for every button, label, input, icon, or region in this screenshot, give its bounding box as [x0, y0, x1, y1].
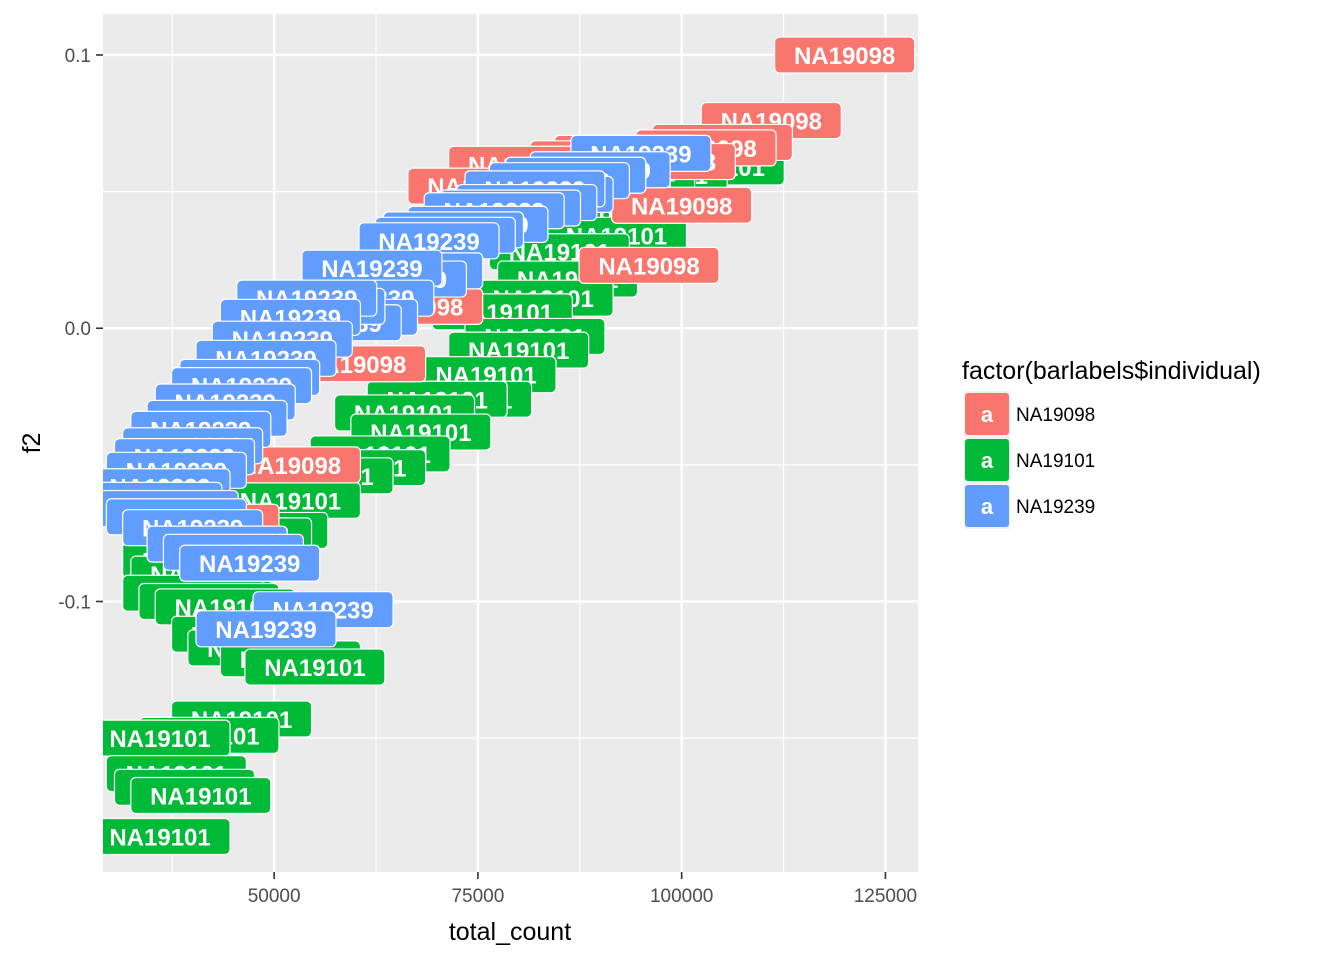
- data-label-na19101: NA19101: [130, 776, 272, 815]
- legend-title: factor(barlabels$individual): [962, 357, 1261, 385]
- data-label-na19101: NA19101: [103, 817, 231, 856]
- data-label-na19098: NA19098: [774, 36, 916, 74]
- y-tick-label: -0.1: [58, 592, 91, 613]
- data-label-text: NA19101: [150, 783, 251, 810]
- legend-item-na19239: a NA19239: [964, 483, 1095, 529]
- data-labels-layer: NA19101NA19101NA19101NA19101NA19101NA191…: [103, 36, 916, 856]
- y-axis: -0.1 0.0 0.1: [58, 46, 103, 613]
- data-label-box: [103, 817, 231, 856]
- legend-entry-label: NA19098: [1016, 405, 1095, 426]
- data-label-na19101: NA19101: [103, 719, 231, 757]
- legend-item-na19098: a NA19098: [964, 391, 1095, 437]
- data-label-na19101: NA19101: [244, 648, 386, 686]
- legend-entry-label: NA19101: [1016, 451, 1095, 472]
- data-label-na19098: NA19098: [611, 186, 753, 224]
- legend-key-glyph: a: [981, 494, 994, 519]
- legend-key-swatch: [965, 485, 1009, 527]
- data-label-text: NA19098: [598, 253, 699, 280]
- legend-key-swatch: [965, 393, 1009, 435]
- data-label-text: NA19101: [109, 824, 210, 851]
- x-axis: 50000 75000 100000 125000: [248, 872, 917, 907]
- x-tick-label: 100000: [650, 886, 713, 907]
- data-label-text: NA19098: [631, 193, 732, 220]
- data-label-text: NA19239: [321, 256, 422, 283]
- y-tick-label: 0.0: [65, 319, 91, 340]
- data-label-text: NA19101: [264, 655, 365, 682]
- legend-key-glyph: a: [981, 402, 994, 427]
- data-label-box: [244, 648, 386, 686]
- data-label-text: NA19239: [199, 551, 300, 578]
- legend: factor(barlabels$individual) a NA19098 a NA…: [962, 357, 1261, 529]
- x-tick-label: 75000: [451, 886, 504, 907]
- data-label-na19239: NA19239: [301, 249, 443, 287]
- legend-key-swatch: [965, 439, 1009, 481]
- legend-item-na19101: a NA19101: [964, 437, 1095, 483]
- legend-items: a NA19098 a NA19101 a NA19239: [964, 391, 1095, 529]
- data-label-box: [195, 610, 337, 648]
- legend-key-glyph: a: [981, 448, 994, 473]
- data-label-na19098: NA19098: [578, 246, 720, 284]
- data-label-text: NA19098: [794, 43, 895, 70]
- data-label-box: [578, 246, 720, 284]
- legend-entry-label: NA19239: [1016, 497, 1095, 518]
- y-tick-label: 0.1: [65, 46, 91, 67]
- data-label-na19239: NA19239: [195, 610, 337, 648]
- data-label-box: [179, 544, 321, 582]
- x-axis-title: total_count: [449, 918, 571, 946]
- data-label-na19239: NA19239: [179, 544, 321, 582]
- data-label-text: NA19239: [215, 617, 316, 644]
- y-axis-title: f2: [18, 433, 46, 454]
- data-label-box: [774, 36, 916, 74]
- data-label-box: [130, 776, 272, 815]
- x-tick-label: 50000: [248, 886, 301, 907]
- x-tick-label: 125000: [854, 886, 917, 907]
- data-label-text: NA19101: [109, 726, 210, 753]
